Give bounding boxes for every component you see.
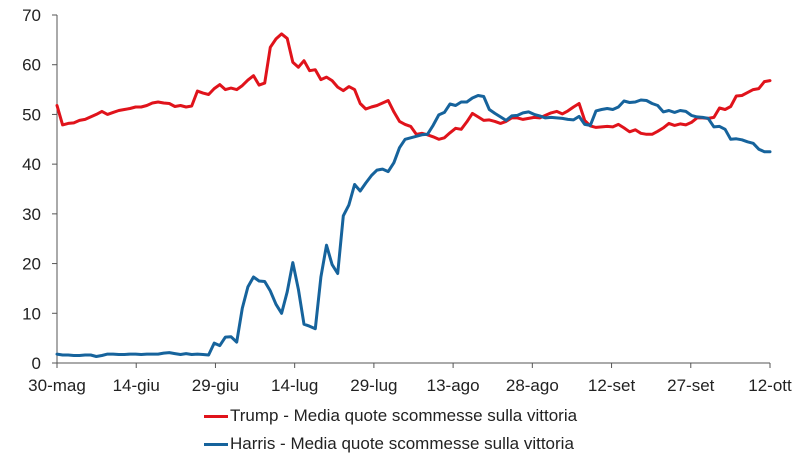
- y-tick-label: 60: [22, 56, 41, 75]
- y-tick-label: 40: [22, 155, 41, 174]
- legend-label-trump: Trump - Media quote scommesse sulla vitt…: [230, 406, 578, 425]
- legend: Trump - Media quote scommesse sulla vitt…: [204, 402, 577, 458]
- series-line-harris: [55, 94, 772, 358]
- x-tick-label: 14-giu: [113, 376, 160, 395]
- x-tick-label: 27-set: [667, 376, 715, 395]
- x-tick-label: 13-ago: [427, 376, 480, 395]
- series-line-trump: [55, 32, 772, 141]
- y-tick-label: 30: [22, 205, 41, 224]
- y-axis-ticks: 0 10 20 30 40 50 60 70: [22, 6, 57, 373]
- legend-item-harris: Harris - Media quote scommesse sulla vit…: [204, 430, 577, 458]
- legend-swatch-trump: [204, 414, 228, 418]
- y-tick-label: 70: [22, 6, 41, 25]
- x-axis-ticks: 30-mag 14-giu 29-giu 14-lug 29-lug 13-ago 28-a…: [28, 363, 792, 395]
- y-tick-label: 50: [22, 105, 41, 124]
- x-tick-label: 12-ott: [748, 376, 792, 395]
- legend-label-harris: Harris - Media quote scommesse sulla vit…: [230, 434, 574, 453]
- line-chart: 0 10 20 30 40 50 60 70 30-mag 14-giu 29-giu 14-lug…: [22, 6, 792, 395]
- series-lines: [55, 32, 772, 358]
- y-tick-label: 10: [22, 304, 41, 323]
- x-tick-label: 30-mag: [28, 376, 86, 395]
- axes: [56, 15, 770, 364]
- legend-item-trump: Trump - Media quote scommesse sulla vitt…: [204, 402, 577, 430]
- x-tick-label: 12-set: [588, 376, 636, 395]
- x-tick-label: 28-ago: [506, 376, 559, 395]
- x-tick-label: 29-giu: [192, 376, 239, 395]
- y-tick-label: 20: [22, 255, 41, 274]
- legend-swatch-harris: [204, 442, 228, 446]
- x-tick-label: 29-lug: [350, 376, 397, 395]
- x-tick-label: 14-lug: [271, 376, 318, 395]
- y-tick-label: 0: [32, 354, 41, 373]
